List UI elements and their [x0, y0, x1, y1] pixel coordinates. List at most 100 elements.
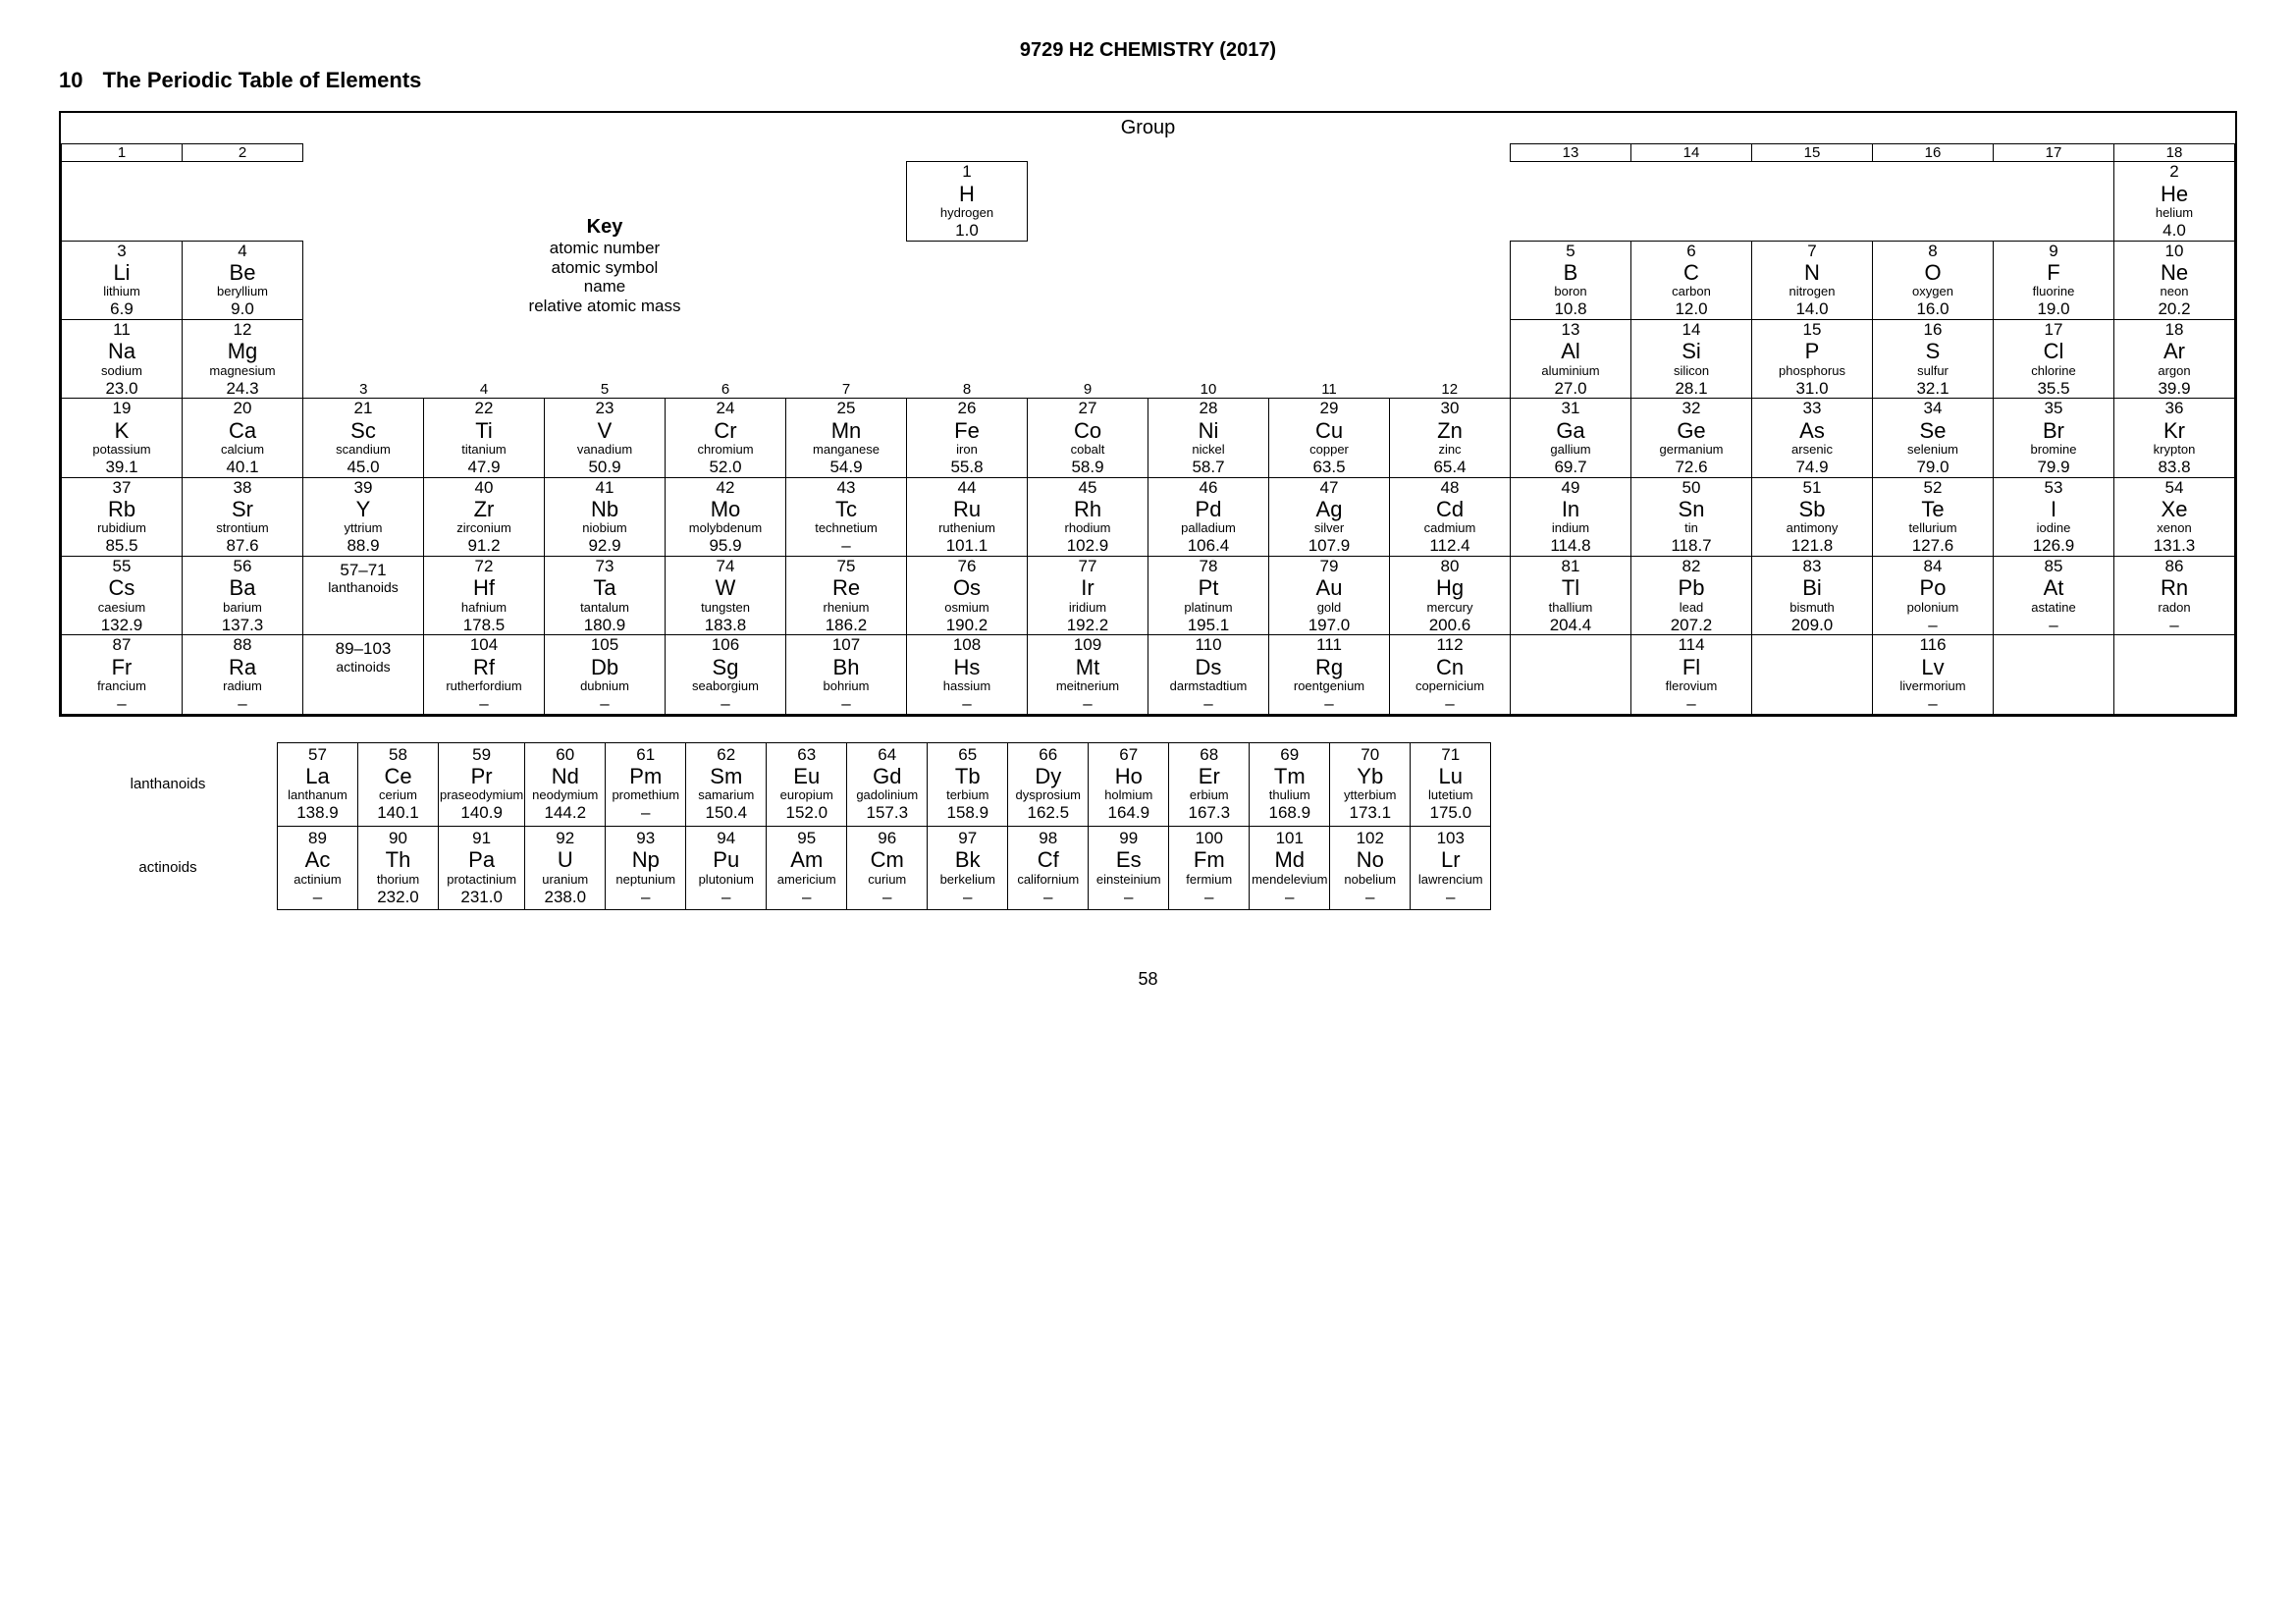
atomic-mass: 69.7	[1511, 458, 1630, 477]
atomic-mass: 197.0	[1269, 616, 1389, 635]
element-Cl: 17Clchlorine35.5	[1994, 319, 2114, 398]
element-name: neon	[2114, 285, 2234, 299]
element-name: livermorium	[1873, 679, 1993, 694]
atomic-mass: –	[768, 888, 845, 907]
atomic-symbol: Re	[786, 575, 906, 600]
group-10: 10	[1148, 319, 1269, 398]
atomic-mass: 200.6	[1390, 616, 1510, 635]
atomic-mass: 131.3	[2114, 536, 2234, 556]
atomic-mass: 118.7	[1631, 536, 1751, 556]
group-2: 2	[183, 144, 303, 162]
element-c17	[1994, 635, 2114, 714]
atomic-mass: 204.4	[1511, 616, 1630, 635]
atomic-number: 17	[1994, 320, 2113, 340]
element-name: chlorine	[1994, 364, 2113, 379]
group-8: 8	[907, 319, 1028, 398]
atomic-number: 13	[1511, 320, 1630, 340]
atomic-symbol: Cr	[666, 418, 785, 443]
element-name: fermium	[1170, 873, 1248, 888]
element-Rh: 45Rhrhodium102.9	[1028, 477, 1148, 556]
atomic-symbol: Fl	[1631, 655, 1751, 679]
atomic-mass: 32.1	[1873, 379, 1993, 399]
atomic-mass: –	[1873, 694, 1993, 714]
atomic-mass: –	[848, 888, 926, 907]
element-name: scandium	[303, 443, 423, 458]
atomic-mass: 158.9	[929, 803, 1006, 823]
key-line: atomic symbol	[303, 258, 906, 278]
element-name: phosphorus	[1752, 364, 1872, 379]
atomic-number: 96	[848, 829, 926, 848]
atomic-mass: –	[1412, 888, 1489, 907]
atomic-mass: 209.0	[1752, 616, 1872, 635]
element-Hs: 108Hshassium–	[907, 635, 1028, 714]
atomic-number: 40	[424, 478, 544, 498]
atomic-number: 77	[1028, 557, 1148, 576]
element-Sg: 106Sgseaborgium–	[666, 635, 786, 714]
atomic-mass: 190.2	[907, 616, 1027, 635]
element-name: lanthanum	[279, 788, 356, 803]
element-name: iridium	[1028, 601, 1148, 616]
atomic-symbol: No	[1331, 847, 1409, 872]
atomic-number: 93	[607, 829, 684, 848]
element-Sm: 62Smsamarium150.4	[686, 742, 767, 826]
element-name: hassium	[907, 679, 1027, 694]
atomic-mass: –	[666, 694, 785, 714]
atomic-symbol: Os	[907, 575, 1027, 600]
atomic-number: 89	[279, 829, 356, 848]
atomic-number: 14	[1631, 320, 1751, 340]
element-name: dysprosium	[1009, 788, 1087, 803]
element-P: 15Pphosphorus31.0	[1752, 319, 1873, 398]
atomic-mass: 137.3	[183, 616, 302, 635]
element-name: antimony	[1752, 521, 1872, 536]
element-name: arsenic	[1752, 443, 1872, 458]
atomic-number: 7	[1752, 242, 1872, 261]
element-name: sulfur	[1873, 364, 1993, 379]
atomic-number-range: 57–71	[303, 561, 423, 580]
periodic-table-grid: 12131415161718Keyatomic numberatomic sym…	[61, 143, 2235, 715]
element-Mt: 109Mtmeitnerium–	[1028, 635, 1148, 714]
inner-transition-block: lanthanoids 57Lalanthanum138.958Cecerium…	[59, 742, 2237, 911]
element-name: erbium	[1170, 788, 1248, 803]
atomic-mass: 106.4	[1148, 536, 1268, 556]
atomic-mass: 24.3	[183, 379, 302, 399]
range-label: actinoids	[303, 659, 423, 675]
atomic-mass: –	[2114, 616, 2234, 635]
element-name: tin	[1631, 521, 1751, 536]
atomic-number: 79	[1269, 557, 1389, 576]
element-name: boron	[1511, 285, 1630, 299]
atomic-symbol: Kr	[2114, 418, 2234, 443]
atomic-mass: –	[1390, 694, 1510, 714]
group-12: 12	[1390, 319, 1511, 398]
atomic-mass: 175.0	[1412, 803, 1489, 823]
atomic-number: 43	[786, 478, 906, 498]
atomic-number: 78	[1148, 557, 1268, 576]
element-name: bismuth	[1752, 601, 1872, 616]
group-9: 9	[1028, 319, 1148, 398]
element-name: americium	[768, 873, 845, 888]
atomic-mass: 55.8	[907, 458, 1027, 477]
atomic-mass: 1.0	[907, 221, 1027, 241]
atomic-symbol: In	[1511, 497, 1630, 521]
atomic-number: 25	[786, 399, 906, 418]
atomic-symbol: Bk	[929, 847, 1006, 872]
element-Rb: 37Rbrubidium85.5	[62, 477, 183, 556]
atomic-number: 112	[1390, 635, 1510, 655]
element-name: nobelium	[1331, 873, 1409, 888]
group-15: 15	[1752, 144, 1873, 162]
group-5: 5	[545, 319, 666, 398]
element-name: platinum	[1148, 601, 1268, 616]
atomic-symbol: Sn	[1631, 497, 1751, 521]
atomic-symbol: Lr	[1412, 847, 1489, 872]
atomic-mass: –	[1994, 616, 2113, 635]
element-name: radon	[2114, 601, 2234, 616]
atomic-symbol: P	[1752, 339, 1872, 363]
element-Ds: 110Dsdarmstadtium–	[1148, 635, 1269, 714]
atomic-mass: 20.2	[2114, 299, 2234, 319]
element-name: iodine	[1994, 521, 2113, 536]
atomic-symbol: Nd	[526, 764, 604, 788]
element-Eu: 63Eueuropium152.0	[767, 742, 847, 826]
atomic-symbol: Co	[1028, 418, 1148, 443]
element-name: cadmium	[1390, 521, 1510, 536]
atomic-symbol: Rh	[1028, 497, 1148, 521]
atomic-number: 83	[1752, 557, 1872, 576]
